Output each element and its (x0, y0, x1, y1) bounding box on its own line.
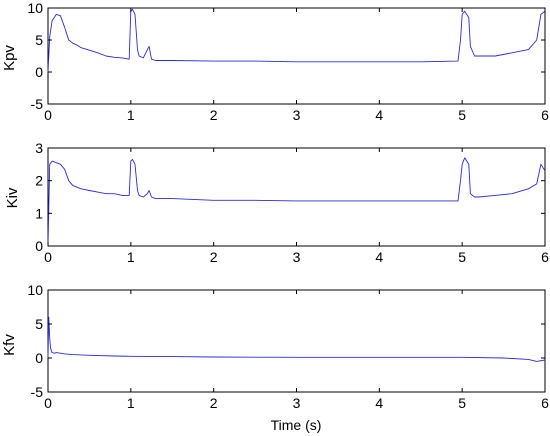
kpv-ytick-label: -5 (31, 96, 44, 112)
kpv-xtick-label: 0 (44, 107, 52, 123)
kfv-ytick-label: 10 (27, 282, 43, 298)
kpv-xtick-labels: 0 1 2 3 4 5 6 (44, 107, 549, 123)
kfv-xtick-label: 3 (293, 395, 301, 411)
kpv-xtick-label: 4 (375, 107, 383, 123)
kfv-ytick-label: 5 (35, 316, 43, 332)
kfv-xtick-label: 5 (458, 395, 466, 411)
kiv-plot-area (47, 147, 546, 247)
kpv-series-line (47, 8, 546, 73)
kpv-xtick-label: 2 (210, 107, 218, 123)
kpv-axes-frame (47, 7, 546, 105)
kpv-ytick-label: 0 (35, 64, 43, 80)
kiv-xtick-label: 4 (375, 249, 383, 265)
kpv-xtick-label: 5 (458, 107, 466, 123)
panel-kiv: Kiv 0 1 2 3 4 5 6 0 1 2 3 (4, 140, 549, 265)
kpv-xtick-label: 1 (127, 107, 135, 123)
kpv-plot-area (47, 7, 546, 105)
kfv-xtick-label: 2 (210, 395, 218, 411)
kiv-ylabel: Kiv (4, 187, 21, 208)
kiv-ytick-labels: 0 1 2 3 (35, 140, 43, 254)
kfv-xtick-label: 6 (541, 395, 549, 411)
kfv-xtick-label: 0 (44, 395, 52, 411)
kfv-xtick-label: 4 (375, 395, 383, 411)
kiv-xtick-label: 3 (293, 249, 301, 265)
kiv-xtick-label: 6 (541, 249, 549, 265)
kfv-ylabel: Kfv (1, 334, 18, 356)
kiv-ytick-label: 2 (35, 173, 43, 189)
kpv-ylabel: Kpv (1, 45, 18, 71)
kiv-ytick-label: 0 (35, 238, 43, 254)
kiv-xtick-label: 1 (127, 249, 135, 265)
kpv-ytick-label: 10 (27, 0, 43, 16)
kfv-series-line (47, 316, 546, 362)
kpv-ytick-label: 5 (35, 32, 43, 48)
kfv-plot-area (47, 289, 546, 393)
kpv-xtick-label: 6 (541, 107, 549, 123)
kfv-xtick-labels: 0 1 2 3 4 5 6 (44, 395, 549, 411)
kiv-axes-frame (47, 147, 546, 247)
kiv-series-line (47, 157, 546, 247)
kpv-xtick-label: 3 (293, 107, 301, 123)
kiv-xtick-label: 5 (458, 249, 466, 265)
kiv-xtick-labels: 0 1 2 3 4 5 6 (44, 249, 549, 265)
kiv-ytick-label: 1 (35, 205, 43, 221)
kfv-ytick-labels: -5 0 5 10 (27, 282, 43, 400)
kfv-ytick-label: -5 (31, 384, 44, 400)
kiv-xtick-label: 0 (44, 249, 52, 265)
kfv-ytick-label: 0 (35, 350, 43, 366)
kiv-ytick-label: 3 (35, 140, 43, 156)
kfv-xtick-label: 1 (127, 395, 135, 411)
kfv-axes-frame (47, 289, 546, 393)
kfv-xlabel: Time (s) (271, 417, 322, 433)
kpv-ytick-labels: -5 0 5 10 (27, 0, 43, 112)
kiv-xtick-label: 2 (210, 249, 218, 265)
